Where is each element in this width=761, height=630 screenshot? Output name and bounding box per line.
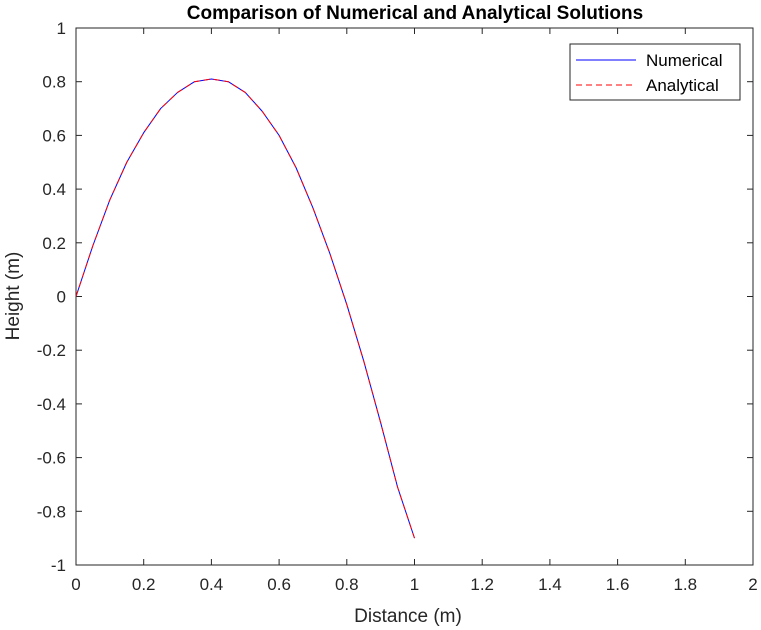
y-tick-label: -1 [51, 556, 66, 575]
legend-label-analytical: Analytical [646, 76, 719, 95]
x-tick-label: 0 [71, 575, 80, 594]
y-tick-label: 0.8 [42, 73, 66, 92]
x-tick-label: 1 [410, 575, 419, 594]
series-line-analytical [75, 78, 415, 539]
legend-box [569, 43, 741, 101]
x-axis: 0 0.2 0.4 0.6 0.8 1 1.2 1.4 1.6 1.8 2 [71, 28, 758, 594]
y-axis: -1 -0.8 -0.6 -0.4 -0.2 0 0.2 0.4 0.6 0.8 1 [37, 19, 753, 575]
y-tick-label: 0.6 [42, 126, 66, 145]
y-tick-label: 0 [57, 288, 66, 307]
y-tick-label: -0.6 [37, 449, 66, 468]
y-tick-label: -0.2 [37, 341, 66, 360]
chart-title: Comparison of Numerical and Analytical S… [187, 3, 643, 24]
x-tick-label: 1.4 [538, 575, 562, 594]
legend[interactable]: Numerical Analytical [569, 43, 741, 101]
x-tick-label: 1.8 [673, 575, 697, 594]
y-tick-label: -0.4 [37, 395, 66, 414]
series-layer [75, 78, 415, 539]
y-axis-title: Height (m) [3, 252, 24, 341]
x-tick-label: 0.6 [267, 575, 291, 594]
y-tick-label: -0.8 [37, 502, 66, 521]
axes-box [75, 27, 754, 566]
y-tick-label: 0.2 [42, 234, 66, 253]
x-axis-title: Distance (m) [354, 606, 462, 627]
x-tick-label: 2 [748, 575, 757, 594]
x-tick-label: 0.2 [132, 575, 156, 594]
legend-label-numerical: Numerical [646, 51, 723, 70]
y-tick-label: 1 [57, 19, 66, 38]
x-tick-label: 1.2 [470, 575, 494, 594]
x-tick-label: 0.8 [335, 575, 359, 594]
x-tick-label: 0.4 [200, 575, 224, 594]
plot-area [75, 27, 754, 566]
x-tick-label: 1.6 [606, 575, 630, 594]
y-tick-label: 0.4 [42, 180, 66, 199]
